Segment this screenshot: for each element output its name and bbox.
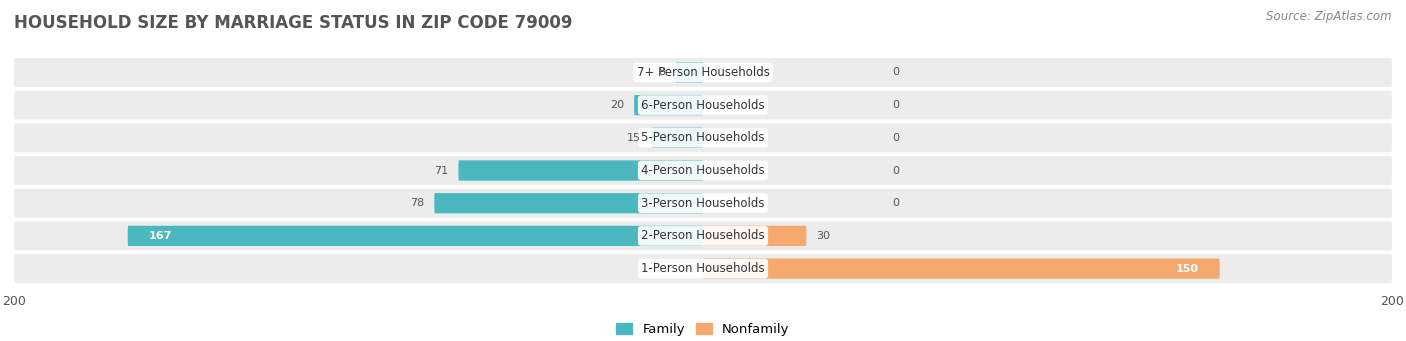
Legend: Family, Nonfamily: Family, Nonfamily — [616, 323, 790, 336]
FancyBboxPatch shape — [14, 189, 1392, 218]
Text: 0: 0 — [893, 198, 900, 208]
Text: 7+ Person Households: 7+ Person Households — [637, 66, 769, 79]
FancyBboxPatch shape — [14, 91, 1392, 119]
Text: 0: 0 — [893, 68, 900, 77]
FancyBboxPatch shape — [703, 226, 807, 246]
Text: 20: 20 — [610, 100, 624, 110]
FancyBboxPatch shape — [14, 58, 1392, 87]
Text: 3-Person Households: 3-Person Households — [641, 197, 765, 210]
FancyBboxPatch shape — [434, 193, 703, 213]
Text: 167: 167 — [149, 231, 172, 241]
Text: 0: 0 — [893, 165, 900, 176]
Text: 5-Person Households: 5-Person Households — [641, 131, 765, 144]
FancyBboxPatch shape — [634, 95, 703, 115]
FancyBboxPatch shape — [458, 160, 703, 181]
FancyBboxPatch shape — [128, 226, 703, 246]
FancyBboxPatch shape — [703, 258, 1219, 279]
FancyBboxPatch shape — [651, 128, 703, 148]
Text: HOUSEHOLD SIZE BY MARRIAGE STATUS IN ZIP CODE 79009: HOUSEHOLD SIZE BY MARRIAGE STATUS IN ZIP… — [14, 14, 572, 32]
Text: 78: 78 — [409, 198, 425, 208]
Text: 15: 15 — [627, 133, 641, 143]
FancyBboxPatch shape — [14, 123, 1392, 152]
FancyBboxPatch shape — [14, 156, 1392, 185]
Text: 2-Person Households: 2-Person Households — [641, 229, 765, 242]
Text: Source: ZipAtlas.com: Source: ZipAtlas.com — [1267, 10, 1392, 23]
FancyBboxPatch shape — [14, 222, 1392, 250]
Text: 6-Person Households: 6-Person Households — [641, 99, 765, 112]
Text: 0: 0 — [893, 100, 900, 110]
Text: 0: 0 — [893, 133, 900, 143]
Text: 1-Person Households: 1-Person Households — [641, 262, 765, 275]
Text: 8: 8 — [658, 68, 665, 77]
FancyBboxPatch shape — [675, 62, 703, 83]
Text: 71: 71 — [434, 165, 449, 176]
Text: 4-Person Households: 4-Person Households — [641, 164, 765, 177]
Text: 30: 30 — [817, 231, 831, 241]
FancyBboxPatch shape — [14, 254, 1392, 283]
Text: 150: 150 — [1175, 264, 1199, 273]
